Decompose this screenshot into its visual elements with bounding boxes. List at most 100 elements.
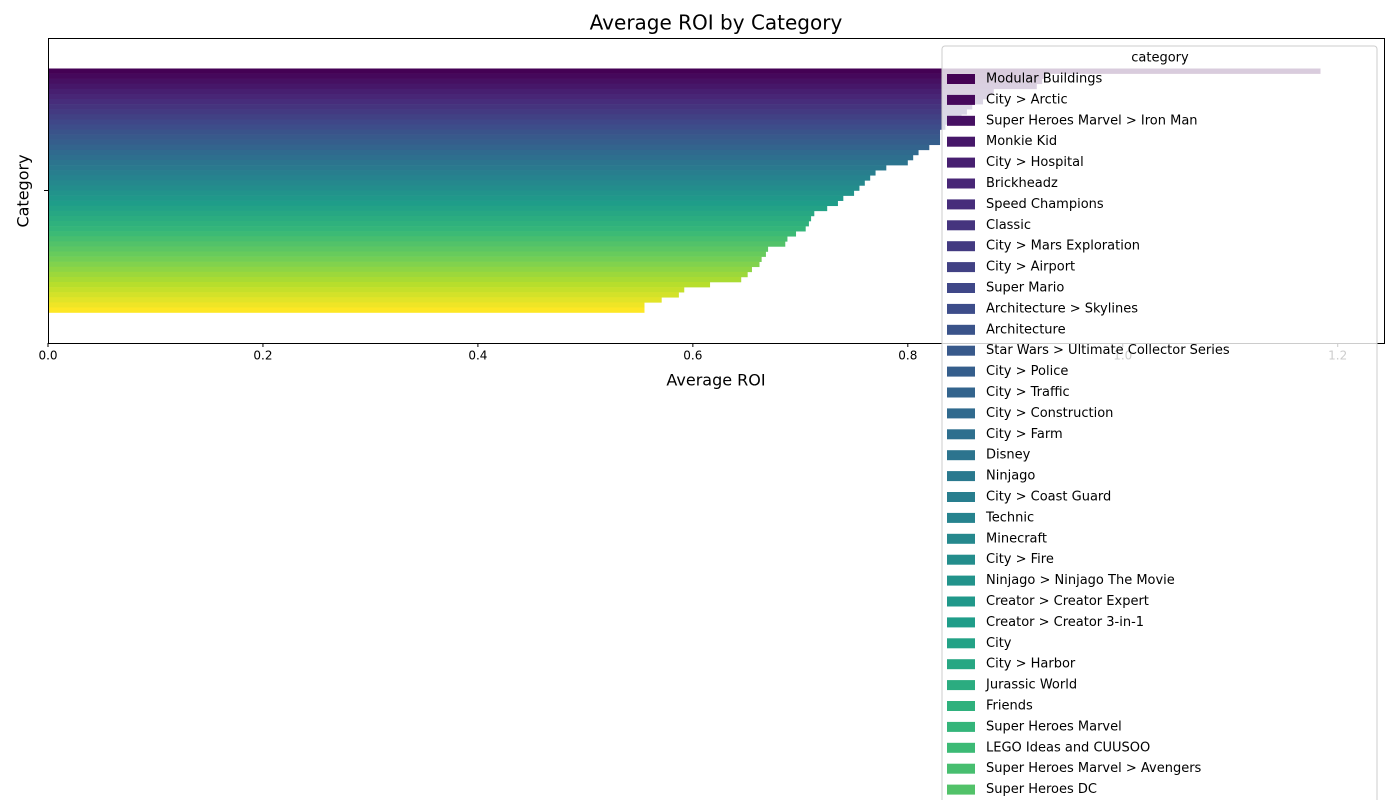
legend-label: Star Wars > Ultimate Collector Series <box>986 343 1230 358</box>
bar <box>48 154 914 161</box>
legend-label: City > Harbor <box>986 657 1076 672</box>
legend-swatch <box>947 617 975 628</box>
bar <box>48 119 951 125</box>
bar <box>48 297 662 303</box>
bars <box>48 68 1321 313</box>
legend-swatch <box>947 680 975 691</box>
legend-swatch <box>947 220 975 231</box>
bar <box>48 104 973 110</box>
bar <box>48 149 919 156</box>
legend-swatch <box>947 178 975 189</box>
bar <box>48 68 1321 74</box>
legend-label: City > Hospital <box>986 155 1084 170</box>
bar <box>48 215 812 222</box>
bar <box>48 109 967 115</box>
legend-swatch <box>947 241 975 252</box>
legend-label: Technic <box>985 510 1034 525</box>
legend-label: Super Heroes Marvel <box>986 719 1122 734</box>
bar <box>48 307 645 313</box>
legend-label: Monkie Kid <box>986 134 1057 149</box>
legend-swatch <box>947 471 975 482</box>
bar <box>48 266 752 273</box>
bar <box>48 99 984 105</box>
legend-label: City > Construction <box>986 406 1113 421</box>
bar <box>48 134 941 140</box>
x-tick-label: 0.0 <box>38 349 57 363</box>
bar <box>48 165 887 171</box>
bar <box>48 144 930 151</box>
bar <box>48 88 994 95</box>
bar <box>48 175 871 181</box>
bar <box>48 185 860 191</box>
legend-swatch <box>947 157 975 168</box>
legend-label: City > Fire <box>986 552 1054 567</box>
legend-label: City > Farm <box>986 427 1063 442</box>
bar <box>48 261 760 268</box>
bar <box>48 226 806 232</box>
legend-label: Modular Buildings <box>986 72 1102 87</box>
legend-swatch <box>947 742 975 753</box>
bar <box>48 210 815 217</box>
legend-label: Super Mario <box>986 281 1064 296</box>
bar <box>48 282 711 288</box>
legend-swatch <box>947 575 975 586</box>
legend-swatch <box>947 74 975 84</box>
legend-box <box>941 45 1378 800</box>
x-tick-label: 0.8 <box>898 349 917 363</box>
legend-label: City > Traffic <box>986 385 1070 400</box>
legend-label: City <box>986 636 1012 651</box>
legend-swatch <box>947 533 975 544</box>
legend-label: Creator > Creator 3-in-1 <box>986 615 1144 630</box>
bar <box>48 241 786 247</box>
legend-label: Architecture <box>986 322 1066 337</box>
bar <box>48 251 766 257</box>
legend-swatch <box>947 136 975 147</box>
bar <box>48 170 876 176</box>
bar <box>48 129 941 135</box>
axes-frame <box>48 38 1385 344</box>
legend-swatch <box>947 763 975 774</box>
legend-label: Disney <box>986 448 1031 463</box>
bar <box>48 302 645 308</box>
legend-swatch <box>947 115 975 126</box>
legend-label: Super Heroes Marvel > Iron Man <box>986 113 1198 128</box>
y-axis-label: Category <box>14 154 33 227</box>
legend-swatch <box>947 784 975 795</box>
legend-swatch <box>947 345 975 356</box>
legend-swatch <box>947 429 975 440</box>
bar <box>48 190 855 196</box>
bar <box>48 93 989 100</box>
bar <box>48 195 844 201</box>
legend-label: Ninjago > Ninjago The Movie <box>986 573 1175 588</box>
legend-swatch <box>947 450 975 461</box>
legend-label: Super Heroes DC <box>986 782 1097 797</box>
legend-swatch <box>947 303 975 314</box>
legend-label: Speed Champions <box>986 197 1104 212</box>
legend-swatch <box>947 199 975 210</box>
bar <box>48 124 946 130</box>
legend-label: City > Mars Exploration <box>986 239 1140 254</box>
chart-title: Average ROI by Category <box>590 11 843 35</box>
legend-label: Jurassic World <box>985 678 1077 693</box>
legend-label: Brickheadz <box>986 176 1058 191</box>
bar <box>48 78 1043 85</box>
bar <box>48 200 838 207</box>
legend-swatch <box>947 596 975 607</box>
bar <box>48 271 748 278</box>
legend-label: Ninjago <box>986 469 1035 484</box>
bar <box>48 221 809 227</box>
bar <box>48 73 1045 79</box>
legend-swatch <box>947 701 975 711</box>
bar <box>48 139 941 146</box>
legend-label: Super Heroes Marvel > Avengers <box>986 761 1202 776</box>
legend-label: City > Arctic <box>986 92 1068 107</box>
legend-label: LEGO Ideas and CUUSOO <box>986 740 1150 755</box>
legend-label: City > Airport <box>986 260 1075 275</box>
legend-label: City > Coast Guard <box>986 490 1111 505</box>
x-tick-label: 0.2 <box>253 349 272 363</box>
bar <box>48 180 865 186</box>
x-tick-label: 0.6 <box>683 349 702 363</box>
legend-swatch <box>947 492 975 502</box>
legend-label: Creator > Creator Expert <box>986 594 1149 609</box>
bar <box>48 160 908 166</box>
